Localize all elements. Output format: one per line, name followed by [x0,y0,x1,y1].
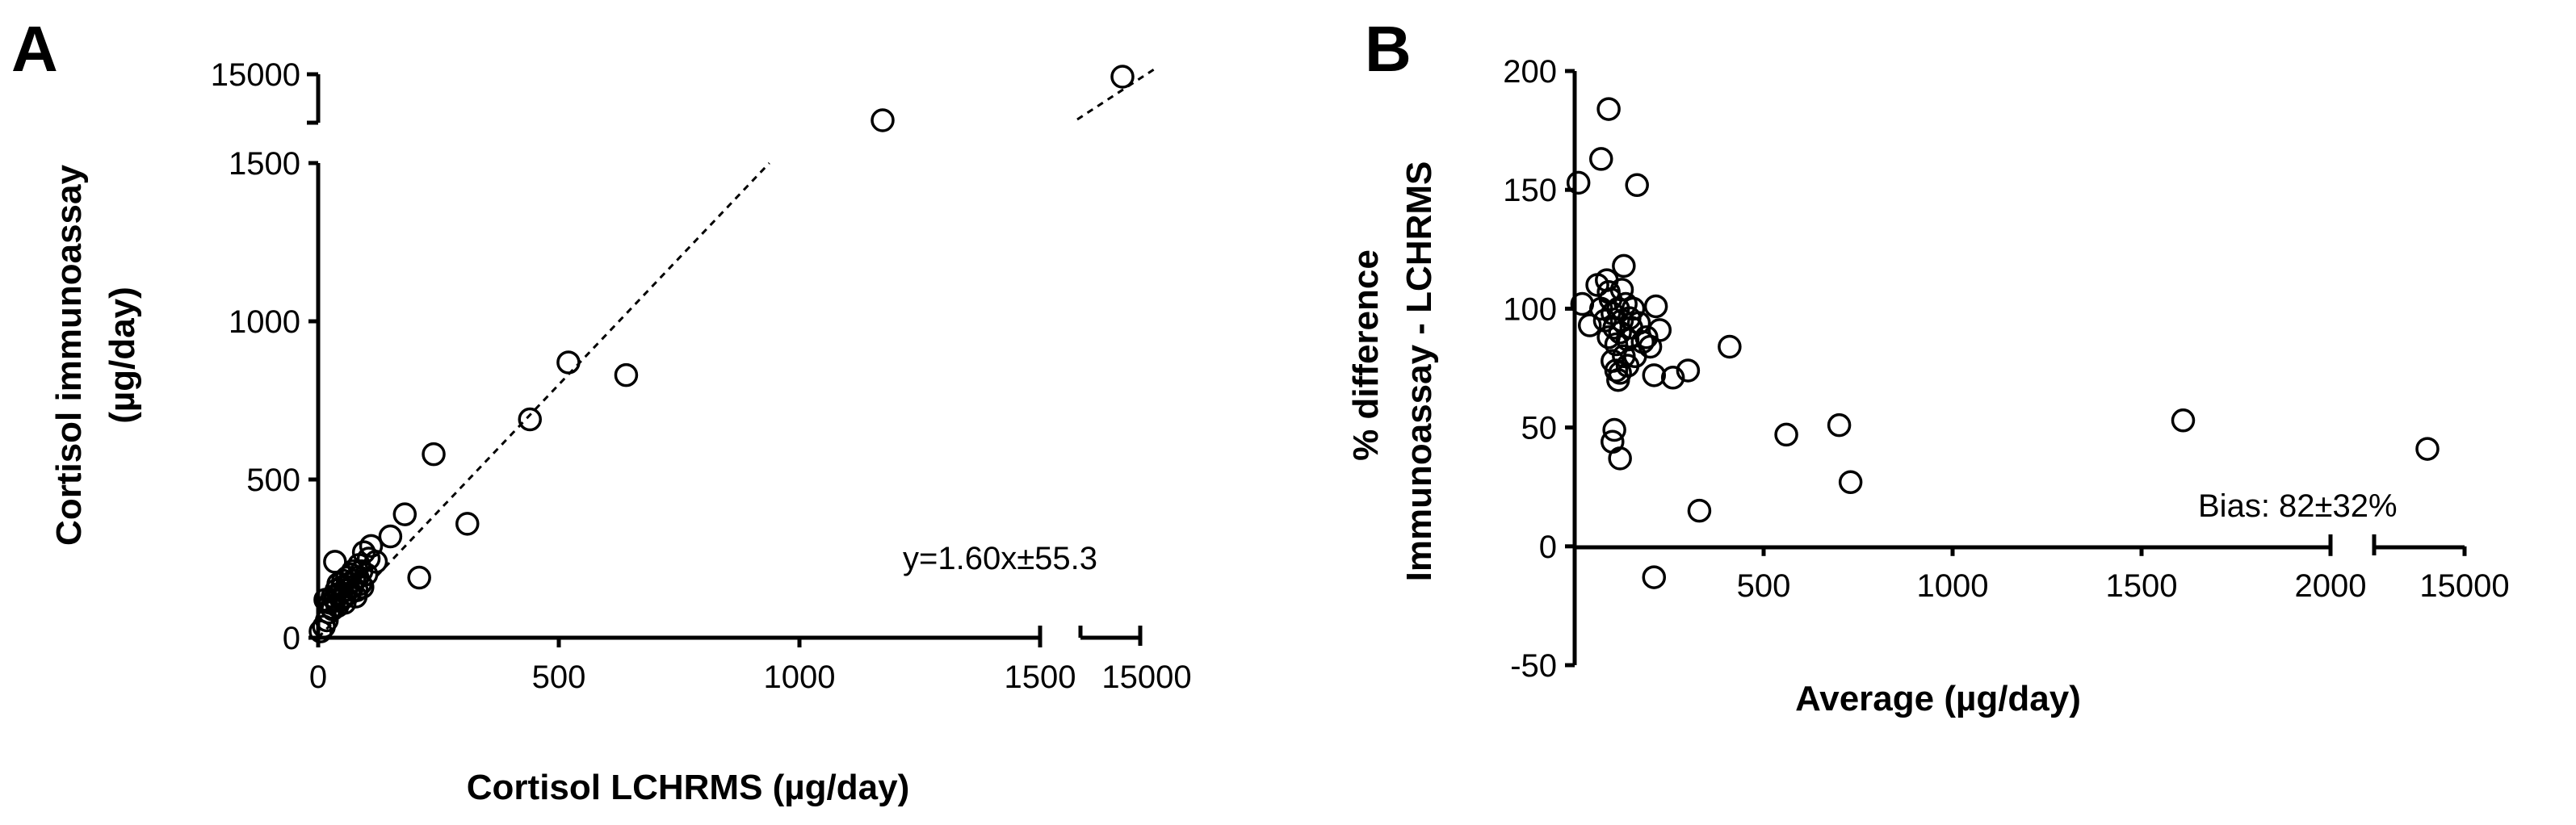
panel-a-x-label: Cortisol LCHRMS (µg/day) [467,768,909,807]
panel-b-point [1596,280,1621,304]
panel-b-point [1604,358,1629,383]
panel-b-x-axis-break-segment [2328,534,2465,555]
panel-a-point [614,362,639,387]
panel-a-point [363,550,388,574]
panel-a-y-tick-label: 1000 [229,304,300,340]
panel-a-point [518,407,542,432]
panel-b-point [1838,470,1863,495]
panel-b-x-tick-label: 500 [1737,568,1791,604]
panel-a-x-tick-label: 500 [532,660,586,695]
panel-b-point [1589,147,1613,171]
panel-b-x-tick-label: 1500 [2106,568,2178,604]
panel-a-label: A [11,13,58,85]
panel-b-point [1602,417,1626,442]
panel-a-point [350,575,375,600]
panel-a-y-axis-break-segment [307,72,321,125]
panel-b-point [1642,565,1667,589]
panel-a-point [455,512,480,536]
panel-a-y-label-line1: Cortisol immunoassay [49,165,89,546]
panel-b-y-tick-label: 100 [1503,291,1557,327]
panel-a-y-tick-label: 0 [283,621,300,656]
panel-b-y-label-line2: Immunoassay - LCHRMS [1399,161,1439,582]
panel-b-point [1596,97,1621,121]
panel-b-point [1608,361,1632,385]
panel-b-y-tick-label: 200 [1503,54,1557,90]
panel-b-label: B [1365,13,1412,85]
panel-a-x-axis-break-segment [1038,626,1143,646]
panel-a-y-tick-label: 500 [246,463,300,498]
panel-b-point [2415,437,2440,461]
panel-a-y-label-line2: (µg/day) [103,287,142,424]
panel-a-fit-line-upper [1076,66,1157,121]
panel-b-point [1577,313,1602,337]
panel-a-tick-labels: 0 500 1000 1500 15000 0 500 1000 1500 15000 [211,57,1192,695]
panel-b-y-label-line1: % difference [1346,249,1386,461]
panel-b-y-tick-label: -50 [1510,648,1557,684]
panel-b-point [1608,446,1632,471]
panel-a-x-tick-label: 0 [309,660,327,695]
panel-b-point [1643,294,1668,319]
panel-b-bias: Bias: 82±32% [2198,488,2398,524]
panel-a-equation: y=1.60x±55.3 [903,541,1097,576]
panel-a-point [407,565,431,590]
panel-b-point [1615,354,1640,378]
panel-b-point [1609,278,1634,302]
panel-b-x-label: Average (µg/day) [1795,679,2081,718]
panel-b-point [1621,296,1646,321]
panel-b-point [1604,332,1629,357]
panel-b-tick-labels: 500 1000 1500 2000 15000 -50 0 50 100 150 200 [1503,54,2509,684]
panel-a-y-tick-label: 15000 [211,57,300,93]
panel-b-y-tick-label: 150 [1503,173,1557,208]
panel-a-ticks [308,161,1043,647]
panel-b-point [1774,422,1798,447]
panel-a-point [323,550,347,574]
panel-a-x-tick-label: 15000 [1101,660,1191,695]
panel-b-point [1642,363,1667,387]
panel-b-point [1612,253,1636,278]
panel-b-point [1676,358,1701,383]
panel-a-points [308,65,1135,643]
panel-b-point [1687,498,1712,523]
panel-a-point [556,350,581,375]
panel-a-point [392,502,417,526]
panel-b-point [1827,412,1852,438]
panel-a-x-tick-label: 1500 [1005,660,1076,695]
panel-a-y-tick-label: 1500 [229,146,300,182]
panel-a-point [359,534,384,559]
panel-b-y-tick-label: 50 [1521,411,1558,446]
panel-b-point [1566,170,1591,195]
panel-a-point [321,597,345,622]
panel-b: B 500 1000 1500 2000 15000 -50 0 50 100 150 200 Bi… [1346,13,2510,718]
panel-b-points [1566,97,2440,589]
panel-b-x-tick-label: 1000 [1917,568,1989,604]
panel-b-point [1718,334,1742,359]
panel-a-point [871,108,895,132]
panel-a: A 0 500 1000 1500 15000 0 500 1000 1500 15000 y=1… [11,13,1192,807]
panel-b-point [1625,173,1649,198]
panel-b-y-tick-label: 0 [1539,530,1557,565]
panel-b-point [1660,366,1685,390]
panel-a-point [333,591,357,615]
panel-b-x-tick-label: 15000 [2419,568,2509,604]
panel-a-point [378,524,403,549]
panel-a-fit-line [317,161,770,639]
panel-a-point [1110,65,1135,89]
panel-b-point [2171,408,2196,433]
panel-a-x-tick-label: 1000 [764,660,836,695]
panel-b-point [1647,318,1672,342]
panel-b-x-tick-label: 2000 [2295,568,2367,604]
panel-a-point [422,442,446,467]
